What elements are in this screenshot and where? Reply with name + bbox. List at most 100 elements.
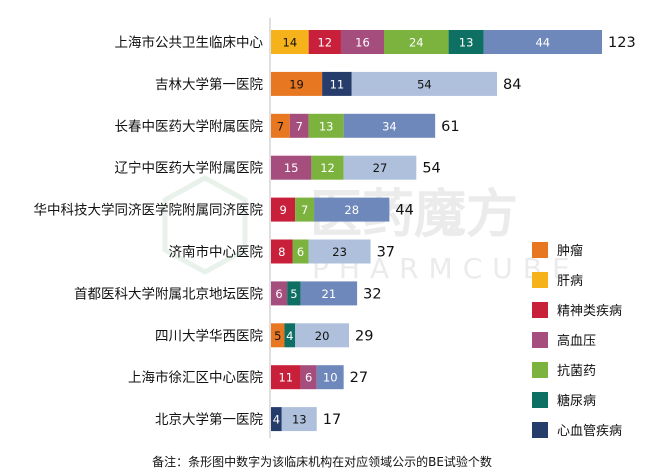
legend-swatch: [532, 242, 548, 258]
bar-value-label: 12: [320, 161, 335, 175]
bar-segment: [271, 239, 293, 264]
bar-segment: [308, 30, 341, 54]
bar-value-label: 6: [297, 245, 304, 259]
bar-segment: [271, 197, 296, 222]
category-label: 辽宁中医药大学附属医院: [115, 160, 264, 177]
bar-value-label: 13: [292, 413, 307, 427]
bar-value-label: 8: [278, 245, 285, 259]
bar-value-label: 7: [296, 119, 303, 133]
bar-segment: [316, 365, 344, 390]
bar-value-label: 7: [277, 119, 284, 133]
footnote: 备注：条形图中数字为该临床机构在对应领域公示的BE试验个数: [152, 454, 492, 469]
bar-total-label: 27: [350, 370, 368, 386]
legend-swatch: [532, 362, 548, 378]
category-label: 长春中医药大学附属医院: [115, 119, 264, 135]
bar-value-label: 11: [330, 77, 345, 91]
legend-swatch: [532, 272, 548, 288]
watermark-logo: 医药魔方 PHARMCUBE: [162, 175, 570, 285]
legend-swatch: [532, 332, 548, 348]
bar-value-label: 54: [417, 77, 432, 91]
bar-segment: [271, 155, 312, 180]
bar-value-label: 21: [322, 287, 337, 301]
bar-value-label: 16: [355, 36, 370, 50]
bar-segment: [271, 407, 282, 432]
legend-swatch: [532, 302, 548, 318]
legend-item-label: 肿瘤: [557, 243, 583, 259]
bar-segment: [351, 71, 498, 96]
bar-value-label: 19: [289, 77, 304, 91]
bar-value-label: 12: [317, 36, 332, 50]
bar-total-label: 54: [422, 161, 440, 177]
bar-value-label: 5: [290, 287, 297, 301]
bar-value-label: 14: [283, 36, 298, 50]
bar-segment: [271, 30, 309, 54]
bar-value-label: 13: [319, 119, 334, 133]
bar-segment: [289, 113, 309, 138]
bar-value-label: 4: [273, 413, 280, 427]
bar-segment: [448, 30, 484, 54]
bar-segment: [292, 239, 309, 264]
bar-segment: [271, 365, 301, 390]
bar-segment: [314, 197, 390, 222]
category-label: 济南市中心医院: [169, 244, 264, 261]
bar-value-label: 10: [323, 371, 338, 385]
bar-segment: [271, 71, 323, 96]
bar-total-label: 44: [395, 203, 413, 219]
bar-value-label: 34: [382, 119, 397, 133]
legend-item-label: 精神类疾病: [557, 304, 622, 319]
bar-segment: [284, 323, 296, 348]
bar-segment: [483, 30, 602, 54]
bar-segment: [271, 323, 285, 348]
bar-segment: [271, 281, 288, 306]
bar-segment: [308, 113, 344, 138]
bar-segment: [300, 281, 358, 306]
bar-value-label: 4: [286, 329, 293, 343]
legend-item-label: 肝病: [557, 274, 583, 289]
bar-total-label: 123: [608, 35, 636, 51]
category-label: 四川大学华西医院: [155, 328, 263, 344]
bar-segment: [300, 365, 317, 390]
bar-value-label: 28: [344, 203, 359, 217]
bar-value-label: 15: [284, 161, 299, 175]
bar-segment: [271, 113, 290, 138]
bar-segment: [287, 281, 301, 306]
legend-item-label: 高血压: [557, 333, 596, 349]
bar-total-label: 29: [355, 328, 373, 344]
bar-value-label: 23: [332, 245, 347, 259]
category-label: 首都医科大学附属北京地坛医院: [74, 286, 263, 302]
bar-value-label: 5: [274, 329, 281, 343]
bar-value-label: 27: [373, 161, 388, 175]
bar-value-label: 6: [275, 287, 282, 301]
bar-segment: [343, 113, 436, 138]
bar-total-label: 32: [363, 286, 381, 302]
category-label: 吉林大学第一医院: [155, 76, 263, 93]
bar-segment: [322, 71, 352, 96]
legend-item-label: 心血管疾病: [557, 424, 622, 439]
bar-value-label: 9: [279, 203, 286, 217]
bar-segment: [281, 407, 317, 432]
bar-segment: [295, 323, 350, 348]
bar-total-label: 84: [503, 77, 521, 93]
bar-value-label: 24: [409, 36, 424, 50]
bar-value-label: 6: [305, 371, 312, 385]
category-label: 华中科技大学同济医学院附属同济医院: [34, 203, 264, 219]
legend-item-label: 糖尿病: [557, 393, 596, 409]
bar-total-label: 61: [441, 119, 459, 135]
bar-value-label: 44: [535, 36, 550, 50]
bar-total-label: 37: [377, 245, 395, 261]
bar-segment: [384, 30, 449, 54]
bar-segment: [295, 197, 315, 222]
category-label: 上海市徐汇区中心医院: [128, 369, 263, 386]
legend-swatch: [532, 422, 548, 438]
legend-swatch: [532, 392, 548, 408]
category-label: 上海市公共卫生临床中心: [115, 34, 264, 51]
legend-item-label: 抗菌药: [557, 364, 596, 379]
bar-segment: [308, 239, 371, 264]
category-label: 北京大学第一医院: [155, 411, 263, 428]
bar-total-label: 17: [323, 412, 341, 428]
bar-value-label: 20: [315, 329, 330, 343]
bar-value-label: 11: [278, 371, 293, 385]
